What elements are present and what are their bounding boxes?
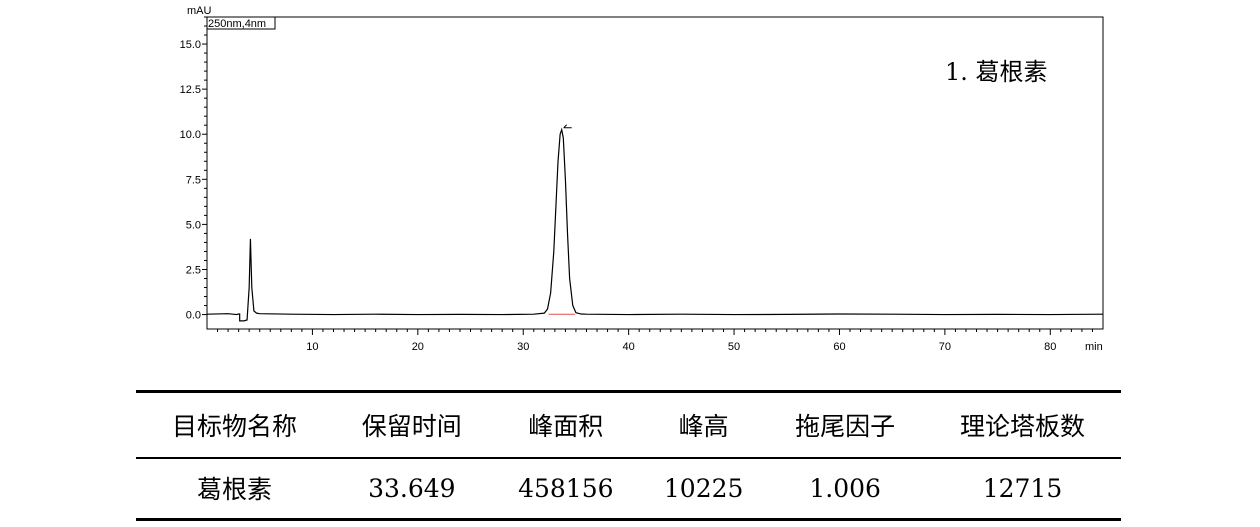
x-tick-label: 40 — [623, 341, 635, 353]
detector-label: 250nm,4nm — [208, 18, 266, 30]
chromatogram-chart: 0.0 2.5 5.0 7.5 10.0 12.5 15.0 10 20 30 40 50 60 70 8… — [180, 5, 1104, 353]
x-tick-label: 20 — [412, 341, 424, 353]
table-cell: 12715 — [923, 457, 1121, 521]
y-tick-label: 15.0 — [180, 39, 201, 51]
y-tick-label: 2.5 — [186, 264, 201, 276]
y-tick-label: 5.0 — [186, 219, 201, 231]
table-body: 葛根素 33.649 458156 10225 1.006 12715 — [136, 457, 1121, 521]
y-axis: 0.0 2.5 5.0 7.5 10.0 12.5 15.0 — [180, 16, 207, 322]
table-header-cell: 拖尾因子 — [766, 390, 924, 459]
peak-start-marker — [563, 124, 572, 129]
x-tick-label: 60 — [833, 341, 845, 353]
y-tick-label: 12.5 — [180, 84, 201, 96]
table-header-cell: 保留时间 — [333, 390, 491, 459]
table-header-cell: 目标物名称 — [136, 390, 333, 459]
x-tick-label: 10 — [306, 341, 318, 353]
table-header-cell: 峰面积 — [490, 390, 641, 459]
table-cell: 1.006 — [766, 457, 924, 521]
table-cell: 葛根素 — [136, 457, 333, 521]
table-cell: 33.649 — [333, 457, 491, 521]
x-tick-label: 80 — [1044, 341, 1056, 353]
table-cell: 458156 — [490, 457, 641, 521]
y-tick-label: 7.5 — [186, 174, 201, 186]
x-axis: 10 20 30 40 50 60 70 80 — [217, 329, 1093, 353]
results-table: 目标物名称 保留时间 峰面积 峰高 拖尾因子 理论塔板数 葛根素 33.649 458156 1… — [136, 390, 1121, 521]
table-header-cell: 理论塔板数 — [923, 390, 1121, 459]
y-tick-label: 10.0 — [180, 129, 201, 141]
chromatogram-trace — [206, 127, 1104, 322]
x-tick-label: 70 — [939, 341, 951, 353]
detector-label-box — [206, 16, 276, 30]
plot-frame — [206, 16, 1104, 330]
table-cell: 10225 — [641, 457, 767, 521]
x-tick-label: 50 — [728, 341, 740, 353]
y-tick-label: 0.0 — [186, 310, 201, 322]
y-axis-label: mAU — [187, 5, 212, 17]
table-row: 葛根素 33.649 458156 10225 1.006 12715 — [136, 457, 1121, 521]
table-header-row: 目标物名称 保留时间 峰面积 峰高 拖尾因子 理论塔板数 — [136, 390, 1121, 459]
x-tick-label: 30 — [517, 341, 529, 353]
table-header-cell: 峰高 — [641, 390, 767, 459]
x-axis-unit-label: min — [1085, 341, 1103, 353]
peak-annotation: 1. 葛根素 — [945, 58, 1048, 86]
